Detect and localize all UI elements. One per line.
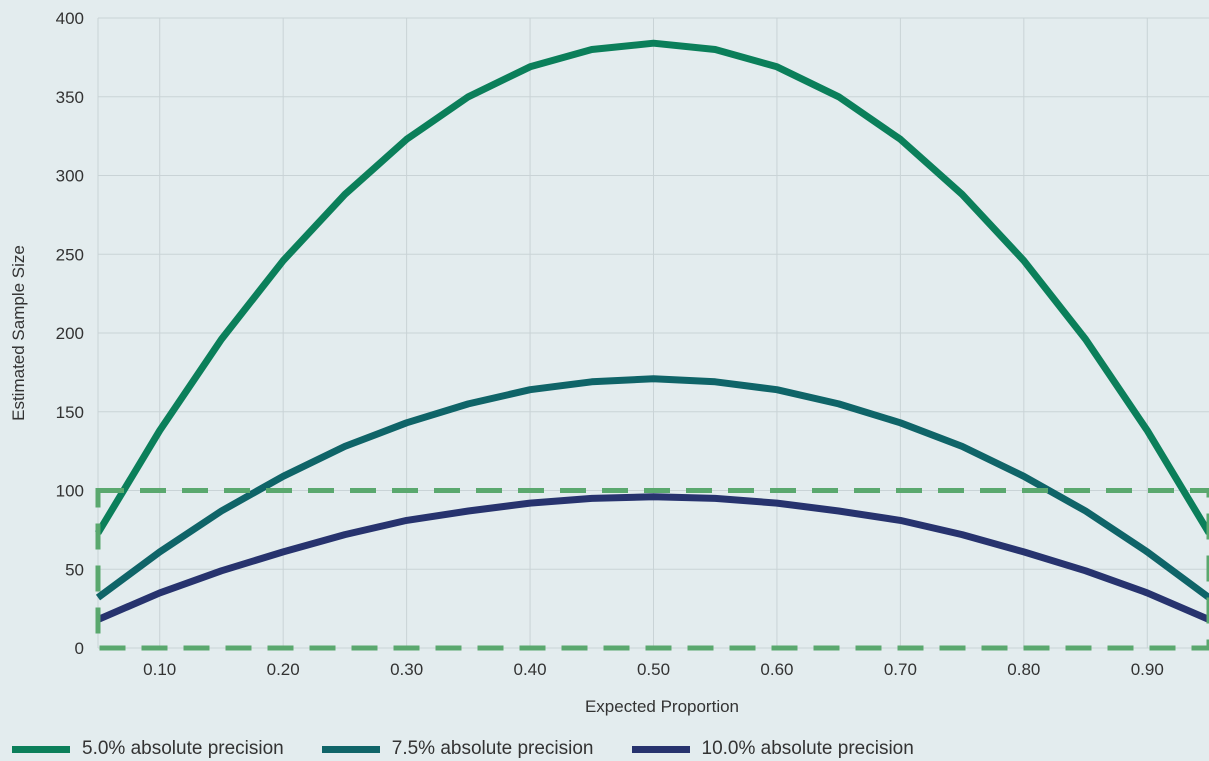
- legend: 5.0% absolute precision 7.5% absolute pre…: [12, 737, 952, 761]
- x-tick-label: 0.30: [390, 660, 423, 679]
- chart: 0 50 100 150 200 250 300 350 400 0.10 0.20 0.30 0.4…: [9, 9, 1209, 716]
- y-tick-label: 150: [56, 403, 84, 422]
- y-tick-label: 350: [56, 88, 84, 107]
- series-line-3: [96, 493, 1209, 623]
- series-group: [95, 39, 1209, 623]
- x-axis-title: Expected Proportion: [585, 697, 739, 716]
- x-tick-label: 0.20: [267, 660, 300, 679]
- legend-label: 10.0% absolute precision: [701, 738, 914, 759]
- series-line-2: [95, 375, 1209, 601]
- legend-swatch: [12, 745, 70, 753]
- legend-label: 5.0% absolute precision: [82, 738, 284, 759]
- x-tick-label: 0.90: [1131, 660, 1164, 679]
- y-tick-label: 100: [56, 482, 84, 501]
- x-tick-label: 0.10: [143, 660, 176, 679]
- x-axis: 0.10 0.20 0.30 0.40 0.50 0.60 0.70 0.80 0.90: [143, 660, 1164, 679]
- y-axis-title: Estimated Sample Size: [9, 245, 28, 421]
- x-tick-label: 0.40: [514, 660, 547, 679]
- grid: [97, 17, 1209, 649]
- x-tick-label: 0.80: [1007, 660, 1040, 679]
- highlight-rect: [95, 488, 1209, 651]
- series-line-1: [95, 39, 1209, 535]
- highlight-box: [95, 488, 1209, 651]
- legend-item: 5.0% absolute precision: [12, 738, 284, 760]
- legend-swatch: [321, 745, 380, 753]
- y-tick-label: 200: [56, 324, 84, 343]
- x-tick-label: 0.50: [637, 660, 670, 679]
- y-tick-label: 50: [65, 560, 84, 579]
- y-axis: 0 50 100 150 200 250 300 350 400: [56, 9, 84, 658]
- legend-swatch: [631, 745, 690, 753]
- legend-item: 7.5% absolute precision: [321, 738, 594, 760]
- x-tick-label: 0.60: [760, 660, 793, 679]
- legend-label: 7.5% absolute precision: [391, 738, 594, 759]
- x-tick-label: 0.70: [884, 660, 917, 679]
- legend-item: 10.0% absolute precision: [631, 738, 914, 760]
- y-tick-label: 250: [56, 245, 84, 264]
- y-tick-label: 400: [56, 9, 84, 28]
- y-tick-label: 0: [75, 639, 84, 658]
- y-tick-label: 300: [56, 167, 84, 186]
